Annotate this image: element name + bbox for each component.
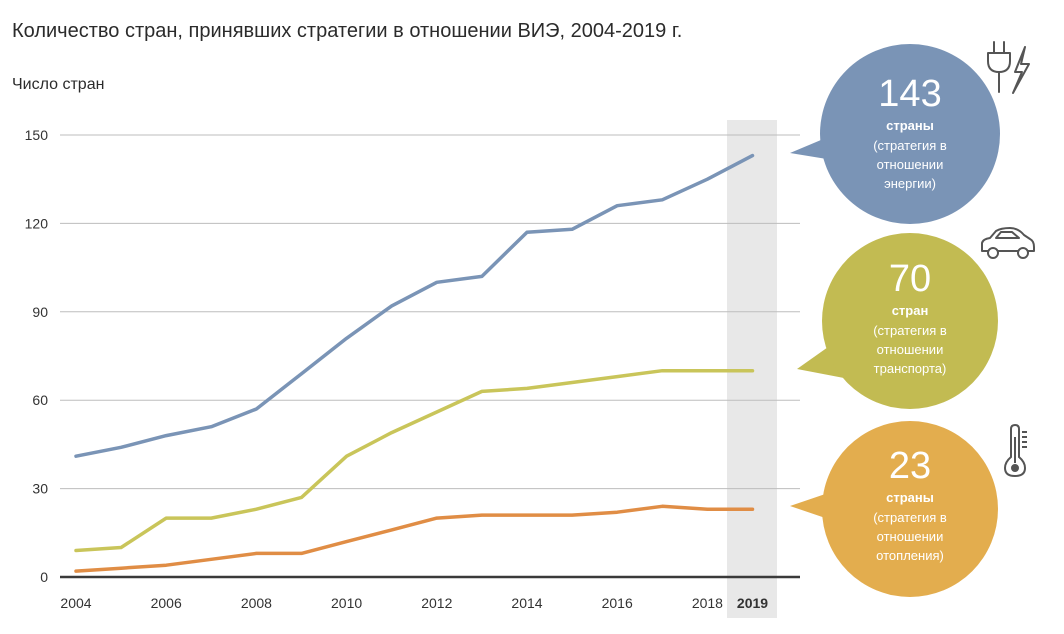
series-1-point — [571, 381, 573, 384]
series-0-point — [210, 425, 213, 428]
series-2-point — [120, 567, 122, 569]
series-0-point — [751, 154, 754, 157]
series-2-point — [210, 558, 213, 561]
callout-circle — [820, 44, 1000, 224]
series-1-point — [75, 549, 77, 552]
callout-number: 23 — [889, 445, 931, 487]
y-tick-label: 90 — [32, 304, 48, 320]
callout-number: 70 — [889, 258, 931, 300]
series-0-point — [120, 446, 122, 449]
series-0-point — [481, 275, 483, 278]
series-line-2 — [74, 504, 755, 573]
x-tick-label: 2012 — [421, 595, 452, 611]
callout-unit: страны — [886, 490, 934, 505]
y-tick-label: 150 — [25, 127, 49, 143]
series-1-point — [616, 375, 618, 378]
series-1-point — [120, 546, 122, 549]
callout-line3: отопления) — [876, 548, 944, 563]
series-2-point — [616, 511, 618, 513]
series-0-point — [255, 408, 258, 410]
series-0-point — [571, 228, 573, 231]
series-0-point — [706, 178, 709, 180]
callout-line1: (стратегия в — [873, 138, 947, 153]
callout-heating: 23 страны (стратегия в отношении отоплен… — [790, 421, 998, 597]
series-0-point — [661, 199, 664, 201]
callout-line2: отношении — [877, 342, 944, 357]
callout-energy: 143 страны (стратегия в отношении энерги… — [790, 44, 1000, 224]
series-0-point — [526, 231, 528, 233]
series-2-point — [706, 508, 709, 511]
y-tick-label: 60 — [32, 392, 48, 408]
series-1-point — [210, 517, 213, 519]
series-2-point — [571, 514, 573, 516]
series-0-point — [300, 372, 303, 375]
series-2-point — [165, 564, 167, 566]
series-line-0 — [74, 153, 755, 458]
series-0-point — [436, 281, 438, 284]
x-tick-label: 2018 — [692, 595, 723, 611]
series-1-point — [661, 369, 664, 372]
callout-number: 143 — [878, 73, 941, 115]
y-tick-label: 0 — [40, 569, 48, 585]
callout-transport: 70 стран (стратегия в отношении транспор… — [797, 233, 998, 409]
callout-circle — [822, 233, 998, 409]
series-0-point — [165, 434, 167, 437]
series-1-point — [436, 411, 438, 413]
series-0-point — [390, 305, 393, 307]
series-2-point — [526, 514, 528, 516]
x-tick-label: 2019 — [737, 595, 768, 611]
y-axis-label: Число стран — [12, 76, 105, 93]
y-tick-label: 30 — [32, 481, 48, 497]
series-1-point — [751, 369, 754, 372]
x-tick-label: 2006 — [151, 595, 182, 611]
series-2-point — [436, 517, 438, 519]
series-1-point — [390, 431, 393, 434]
x-tick-label: 2016 — [602, 595, 633, 611]
callout-line1: (стратегия в — [873, 323, 947, 338]
x-tick-label: 2014 — [511, 595, 542, 611]
series-0-point — [616, 204, 618, 207]
x-tick-label: 2010 — [331, 595, 362, 611]
series-2-point — [255, 552, 258, 555]
series-line-1 — [74, 368, 755, 553]
callout-line2: отношении — [877, 157, 944, 172]
series-0-point — [75, 455, 77, 458]
car-icon — [981, 227, 1035, 259]
x-tick-label: 2008 — [241, 595, 272, 611]
series-2-point — [345, 540, 348, 543]
series-1-point — [345, 455, 348, 458]
plug-lightning-icon — [987, 41, 1030, 94]
y-tick-label: 120 — [25, 215, 49, 231]
callout-circle — [822, 421, 998, 597]
series-2-point — [390, 529, 393, 531]
callout-line3: транспорта) — [874, 361, 947, 376]
chart-title: Количество стран, принявших стратегии в … — [12, 20, 683, 42]
callout-line2: отношении — [877, 529, 944, 544]
series-2-point — [481, 514, 483, 516]
callout-line1: (стратегия в — [873, 510, 947, 525]
series-1-point — [255, 508, 258, 511]
series-1-point — [706, 369, 709, 372]
callout-line3: энергии) — [884, 176, 936, 191]
series-2-point — [751, 508, 754, 511]
series-1-point — [481, 390, 483, 393]
series-0-point — [345, 337, 348, 340]
callout-unit: стран — [892, 303, 929, 318]
series-1-point — [526, 387, 528, 390]
series-1-point — [300, 496, 303, 499]
series-1-point — [165, 517, 167, 519]
callout-unit: страны — [886, 118, 934, 133]
series-2-point — [75, 570, 77, 572]
x-tick-label: 2004 — [60, 595, 91, 611]
thermometer-icon — [1003, 423, 1027, 478]
series-2-point — [661, 505, 664, 508]
series-2-point — [300, 552, 303, 555]
